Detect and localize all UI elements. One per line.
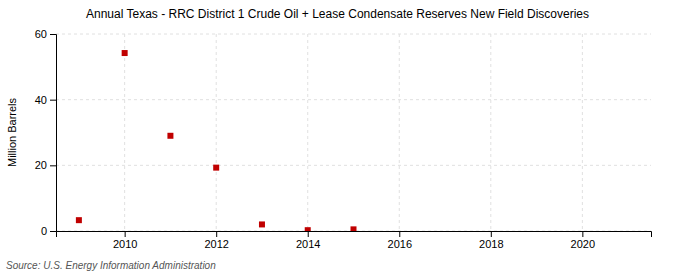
tick-label: 2010 xyxy=(113,238,137,250)
grid-line xyxy=(216,34,217,231)
title: Annual Texas - RRC District 1 Crude Oil … xyxy=(86,7,589,21)
plot: 2010 2012 2014 2016 2018 2020 0 20 40 60 Million B… xyxy=(6,28,652,250)
tick-label: 40 xyxy=(35,94,47,106)
tick-mark xyxy=(582,231,583,237)
grid-line xyxy=(56,34,651,35)
x-axis: 2010 2012 2014 2016 2018 2020 xyxy=(57,231,652,250)
y-axis: 0 20 40 60 xyxy=(35,28,57,237)
grid-line xyxy=(490,34,491,231)
grid xyxy=(56,34,651,231)
tick-label: 0 xyxy=(41,225,47,237)
tick: 2010 xyxy=(113,231,137,250)
tick-label: 2020 xyxy=(571,238,595,250)
tick-mark xyxy=(216,231,217,237)
tick-mark xyxy=(399,231,400,237)
tick-mark xyxy=(308,231,309,237)
grid-line xyxy=(56,99,651,100)
point xyxy=(305,227,311,231)
chart: Annual Texas - RRC District 1 Crude Oil … xyxy=(0,0,675,275)
axis-line xyxy=(50,35,57,232)
tick-label: 2016 xyxy=(388,238,412,250)
tick: 2020 xyxy=(571,231,595,250)
tick-mark xyxy=(491,231,492,237)
grid-line xyxy=(307,34,308,231)
tick: 20 xyxy=(35,159,56,171)
y-axis-label: Million Barrels xyxy=(6,97,18,167)
axis-line xyxy=(57,232,652,238)
tick-mark xyxy=(50,100,56,101)
point xyxy=(351,226,357,231)
source: Source: U.S. Energy Information Administ… xyxy=(6,260,216,271)
point xyxy=(76,217,82,223)
tick: 0 xyxy=(41,225,56,237)
tick: 2012 xyxy=(204,231,228,250)
grid-line xyxy=(399,34,400,231)
tick-label: 2012 xyxy=(204,238,228,250)
tick-mark xyxy=(50,231,56,232)
tick-label: 2014 xyxy=(296,238,320,250)
tick-mark xyxy=(125,231,126,237)
tick-label: 60 xyxy=(35,28,47,40)
grid-line xyxy=(124,34,125,231)
tick-mark xyxy=(50,34,56,35)
point xyxy=(259,221,265,227)
tick: 2018 xyxy=(479,231,503,250)
tick: 40 xyxy=(35,94,56,106)
point xyxy=(122,50,128,56)
point xyxy=(167,133,173,139)
tick-label: 2018 xyxy=(479,238,503,250)
tick-label: 20 xyxy=(35,159,47,171)
tick: 60 xyxy=(35,28,56,40)
point xyxy=(213,165,219,171)
tick: 2014 xyxy=(296,231,320,250)
tick-mark xyxy=(50,165,56,166)
grid-line xyxy=(56,165,651,166)
grid-line xyxy=(582,34,583,231)
points xyxy=(76,50,357,231)
tick: 2016 xyxy=(388,231,412,250)
